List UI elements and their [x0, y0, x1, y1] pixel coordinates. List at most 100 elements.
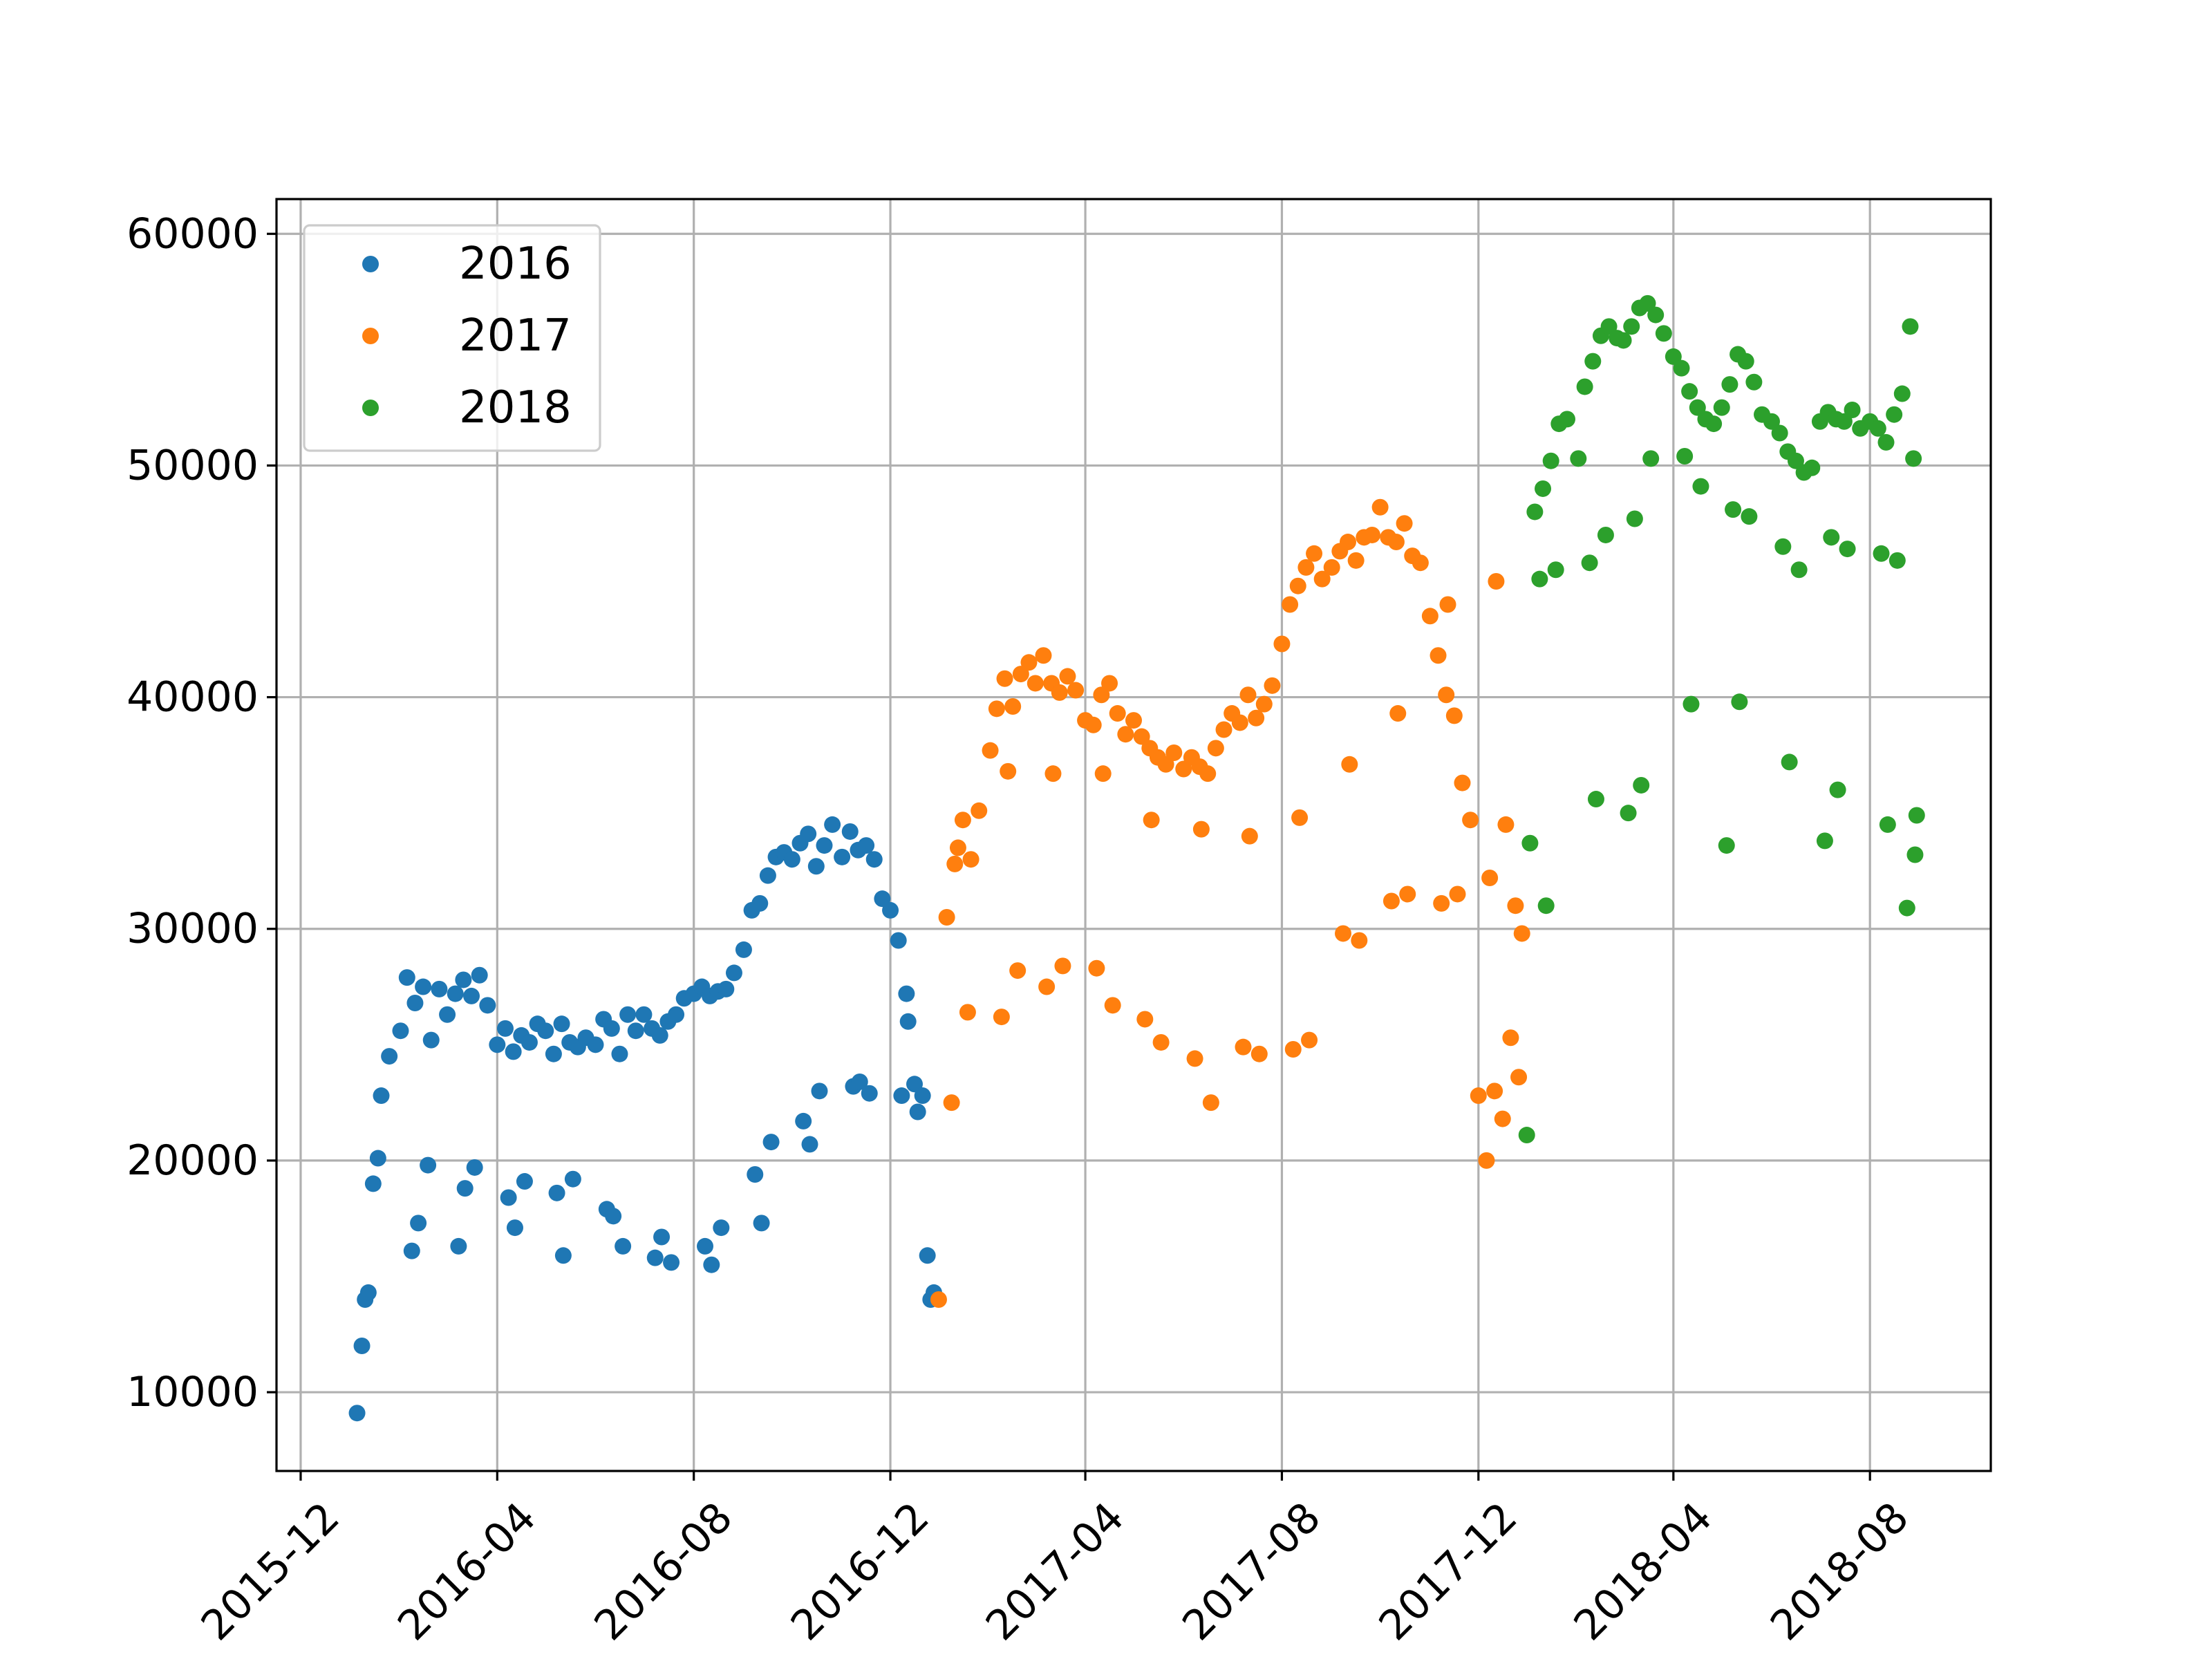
point-2018 — [1908, 807, 1925, 824]
point-2017 — [1125, 712, 1142, 729]
point-2017 — [949, 839, 966, 856]
point-2018 — [1886, 406, 1903, 423]
point-2017 — [1000, 762, 1017, 780]
point-2017 — [1088, 959, 1105, 977]
point-2018 — [1600, 318, 1618, 335]
point-2017 — [1094, 765, 1112, 782]
point-2018 — [1526, 503, 1544, 521]
point-2017 — [1347, 552, 1365, 569]
point-2017 — [1067, 682, 1085, 699]
point-2016 — [364, 1175, 382, 1192]
point-2017 — [1035, 647, 1052, 664]
point-2016 — [834, 848, 851, 865]
point-2017 — [1054, 957, 1071, 975]
y-tick-label: 40000 — [126, 673, 259, 722]
point-2017 — [1157, 756, 1174, 773]
point-2017 — [1250, 1045, 1268, 1062]
point-2016 — [587, 1036, 604, 1053]
point-2016 — [564, 1170, 581, 1188]
point-2017 — [1175, 760, 1192, 778]
point-2017 — [1301, 1031, 1318, 1049]
point-2016 — [420, 1156, 437, 1174]
point-2017 — [1143, 812, 1160, 829]
point-2017 — [1510, 1069, 1528, 1086]
grid — [276, 199, 1991, 1471]
point-2017 — [988, 700, 1005, 718]
point-2017 — [1136, 1011, 1154, 1028]
point-2017 — [996, 670, 1013, 687]
point-2017 — [1502, 1029, 1519, 1047]
point-2016 — [619, 1006, 637, 1023]
point-2016 — [635, 1006, 653, 1023]
point-2016 — [753, 1215, 770, 1232]
point-2016 — [500, 1189, 517, 1206]
point-2018 — [1537, 897, 1555, 915]
point-2018 — [1823, 529, 1840, 546]
point-2018 — [1741, 508, 1758, 525]
point-2018 — [1763, 413, 1781, 430]
point-2016 — [801, 1136, 818, 1153]
point-2016 — [455, 971, 472, 988]
point-2016 — [447, 985, 464, 1002]
point-2017 — [1507, 897, 1524, 915]
point-2017 — [1313, 570, 1331, 588]
point-2016 — [398, 969, 415, 986]
point-2016 — [553, 1015, 570, 1033]
point-2016 — [906, 1076, 924, 1093]
point-2018 — [1787, 452, 1804, 469]
legend-marker-2017 — [362, 328, 379, 344]
point-2017 — [1239, 686, 1257, 704]
point-2017 — [1152, 1033, 1170, 1051]
point-2017 — [1273, 635, 1291, 653]
point-2016 — [651, 1027, 668, 1044]
point-2017 — [1027, 675, 1044, 692]
point-2016 — [861, 1085, 878, 1102]
point-2016 — [403, 1242, 420, 1259]
point-2018 — [1713, 399, 1730, 416]
point-2017 — [1454, 774, 1471, 791]
point-2018 — [1790, 561, 1808, 579]
point-2017 — [1192, 821, 1210, 838]
point-2018 — [1905, 450, 1922, 467]
point-2017 — [1486, 1082, 1503, 1100]
point-2018 — [1898, 899, 1915, 917]
point-2017 — [1399, 885, 1416, 903]
y-tick-label: 10000 — [126, 1368, 259, 1416]
series-2017 — [930, 498, 1530, 1308]
point-2016 — [450, 1237, 467, 1255]
point-2018 — [1655, 325, 1672, 342]
legend-box — [303, 224, 601, 452]
point-2016 — [909, 1103, 926, 1121]
point-2017 — [1291, 809, 1309, 826]
point-2016 — [882, 901, 899, 919]
point-2016 — [471, 966, 488, 984]
point-2017 — [1085, 716, 1102, 733]
point-2017 — [930, 1291, 947, 1308]
point-2016 — [603, 1020, 620, 1037]
point-2016 — [348, 1405, 366, 1422]
point-2016 — [735, 941, 752, 958]
point-2016 — [841, 823, 859, 840]
point-2018 — [1642, 450, 1660, 467]
point-2017 — [1430, 647, 1447, 664]
point-2016 — [381, 1048, 398, 1065]
point-2018 — [1829, 781, 1846, 798]
point-2018 — [1647, 306, 1665, 324]
point-2016 — [521, 1033, 538, 1051]
point-2016 — [759, 867, 776, 884]
point-2018 — [1906, 846, 1924, 863]
point-2018 — [1692, 478, 1709, 495]
point-2018 — [1902, 318, 1919, 335]
point-2016 — [800, 825, 817, 843]
point-2018 — [1518, 1127, 1535, 1144]
point-2016 — [646, 1249, 664, 1266]
point-2017 — [1340, 534, 1356, 551]
point-2016 — [545, 1045, 562, 1062]
point-2016 — [718, 980, 735, 997]
point-2016 — [851, 1073, 868, 1090]
point-2017 — [1341, 756, 1358, 773]
point-2016 — [479, 997, 496, 1014]
point-2016 — [751, 894, 769, 912]
point-2016 — [463, 987, 480, 1004]
